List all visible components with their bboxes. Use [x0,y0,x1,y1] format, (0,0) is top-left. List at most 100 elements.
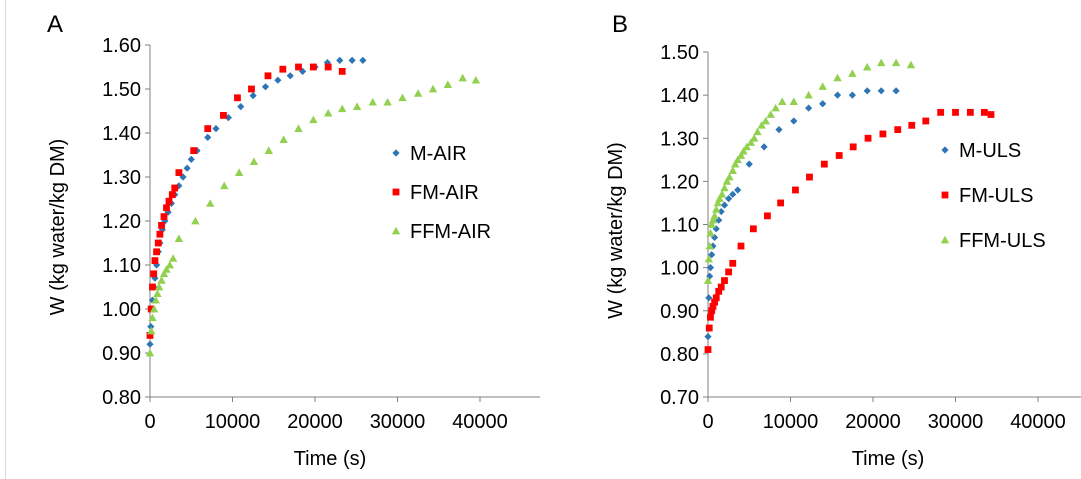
legend-marker [391,226,401,235]
data-point [739,146,748,155]
data-point [234,94,241,102]
data-point [151,257,159,264]
data-point [295,63,302,71]
data-point [729,259,737,267]
data-point [704,346,712,353]
y-tick-label: 1.50 [102,79,141,101]
data-point [168,191,176,198]
data-point [761,116,770,125]
panel-label: A [47,11,63,38]
data-point [753,127,762,136]
data-point [849,143,857,151]
data-point [805,104,813,112]
data-point [720,183,729,192]
data-point [336,56,344,64]
data-point [712,294,720,302]
data-point [383,98,392,106]
data-point [146,340,154,348]
data-point [848,91,856,99]
data-point [175,169,183,176]
series-fm-uls [704,108,995,353]
legend-marker [392,188,400,196]
data-point [154,239,162,247]
left-edge-rule [5,0,6,479]
legend-label: M-ULS [959,140,1021,162]
data-point [863,62,872,71]
data-point [789,97,798,105]
chart-panel-a: 0.80 0.90 1.00 1.10 1.20 1.30 1.40 1.50 1.60 0 100… [47,11,540,470]
data-point [279,65,287,73]
y-axis-label: W (kg water/kg DM) [47,139,69,316]
data-point [879,130,887,138]
data-point [147,305,155,313]
data-point [980,108,988,116]
data-point [264,146,273,154]
data-point [151,296,160,304]
data-point [757,121,766,129]
data-point [359,56,367,64]
x-tick-label: 30000 [928,411,984,433]
legend-marker [392,149,400,157]
legend-marker [941,146,949,154]
y-tick-label: 0.80 [660,344,699,366]
x-tick-label: 0 [144,411,155,433]
data-point [153,289,162,297]
data-point [146,332,154,339]
data-point [706,272,714,280]
data-point [171,184,179,192]
data-point [147,326,156,335]
data-point [149,283,156,291]
data-point [877,87,885,95]
data-point [863,87,871,95]
data-point [771,103,780,112]
y-tick-label: 1.00 [660,258,699,280]
data-point [709,242,717,250]
data-point [191,216,200,225]
data-point [165,197,173,205]
x-tick-label: 40000 [1010,411,1066,433]
y-tick-label: 1.10 [660,215,699,237]
y-tick-label: 1.00 [102,299,141,321]
data-point [715,194,724,202]
data-point [835,152,843,159]
legend-label: FFM-AIR [410,221,491,243]
data-point [725,172,734,181]
data-point [713,198,723,207]
y-tick-label: 0.90 [660,301,699,323]
data-point [163,204,170,212]
data-point [324,109,333,117]
data-point [775,126,783,134]
data-point [165,260,174,269]
data-point [710,211,719,220]
data-point [790,117,798,125]
y-tick-label: 1.50 [660,42,699,64]
data-point [705,241,714,250]
data-point [987,111,995,118]
data-point [717,207,725,216]
y-tick-label: 0.70 [660,387,699,409]
data-point [708,307,716,315]
series-fm-air [146,63,346,339]
panel-label: B [612,11,628,38]
data-point [908,121,916,129]
data-point [833,73,842,82]
data-point [264,72,272,80]
data-point [151,274,159,282]
data-point [966,108,974,116]
data-point [742,142,751,151]
data-point [174,234,184,242]
data-point [338,104,347,113]
data-point [279,135,288,143]
data-point [428,84,438,93]
data-point [728,166,737,174]
series-m-uls [704,87,900,341]
data-point [722,177,732,185]
y-tick-label: 1.30 [102,167,141,189]
data-point [848,69,857,77]
x-tick-label: 10000 [763,411,819,433]
data-point [708,215,718,224]
data-point [706,228,715,237]
data-point [891,58,901,67]
y-tick-label: 1.20 [102,211,141,233]
